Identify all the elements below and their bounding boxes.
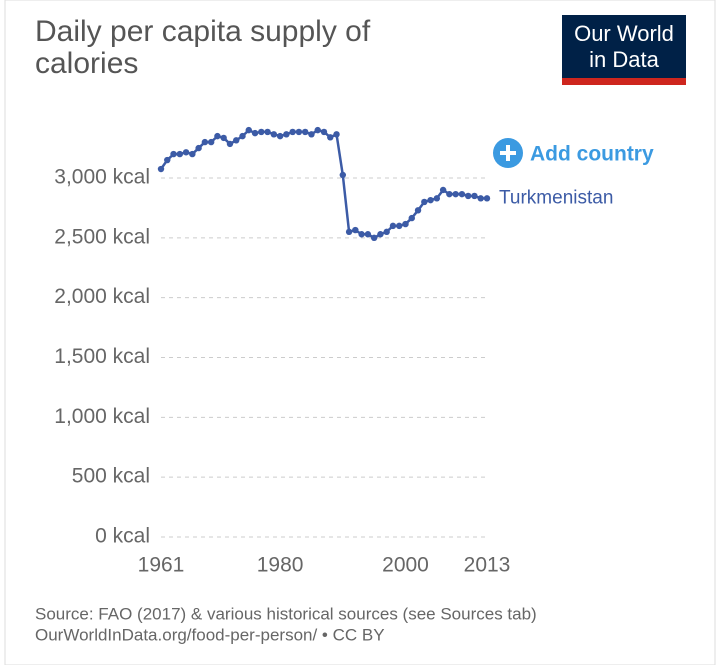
add-country-text[interactable]: Add country [530,143,654,166]
frame [4,0,716,665]
point [220,134,227,142]
point [189,150,196,158]
logo-text: in Data [589,47,659,72]
point [333,131,340,138]
point [364,231,372,238]
point [408,214,415,222]
point [377,231,384,238]
logo-bar [562,78,686,85]
point [458,190,466,198]
y-tick-label: 1,500 kcal [54,345,150,368]
point [264,128,271,136]
y-tick-label: 2,500 kcal [54,225,150,248]
x-tick-label: 2000 [382,554,429,577]
point [164,156,171,164]
add-country[interactable]: Add country [493,138,654,168]
y-tick-label: 2,000 kcal [54,285,150,308]
x-tick-label: 1980 [257,554,304,577]
x-tick-label: 1961 [138,554,185,577]
point [245,126,252,134]
y-tick-label: 3,000 kcal [54,166,150,189]
point [370,234,378,242]
point [402,220,409,228]
point [176,150,184,158]
point [239,132,246,140]
y-tick-label: 500 kcal [72,465,150,488]
point [471,192,478,200]
point [283,131,290,138]
point [207,138,215,146]
point [358,231,365,238]
point [214,132,221,140]
point [383,228,390,236]
point [195,144,202,152]
point [464,192,472,200]
point [446,190,453,198]
y-tick-label: 0 kcal [95,525,150,548]
x-tick-label: 2013 [464,554,511,577]
point [427,196,434,204]
logo [562,15,686,78]
point [433,195,441,202]
y-tick-label: 1,000 kcal [54,405,150,428]
source: OurWorldInData.org/food-per-person/ • CC… [35,625,385,644]
point [251,129,259,137]
point [308,131,315,138]
point [339,171,347,179]
chart-title-line: calories [35,47,138,80]
source: Source: FAO (2017) & various historical … [35,604,537,623]
point [314,126,321,134]
point [226,140,234,148]
point [439,186,447,194]
logo-text: Our World [574,21,674,46]
point [270,131,278,138]
point [289,128,296,136]
point [421,198,428,206]
point [483,195,491,202]
point [414,207,422,214]
chart-title-line: Daily per capita supply of [35,15,371,48]
point [452,190,459,198]
point [157,165,165,173]
point [295,128,303,136]
point [327,134,334,141]
point [170,150,177,158]
point [345,228,353,236]
point [276,132,284,140]
point [201,138,209,146]
point [352,226,359,234]
point [258,128,265,136]
point [301,128,309,136]
point [396,222,403,230]
point [320,128,328,136]
add-plus [500,145,516,161]
series-label: Turkmenistan [499,187,613,208]
point [389,222,397,230]
point [233,137,240,144]
point [182,149,190,156]
point [477,195,484,202]
